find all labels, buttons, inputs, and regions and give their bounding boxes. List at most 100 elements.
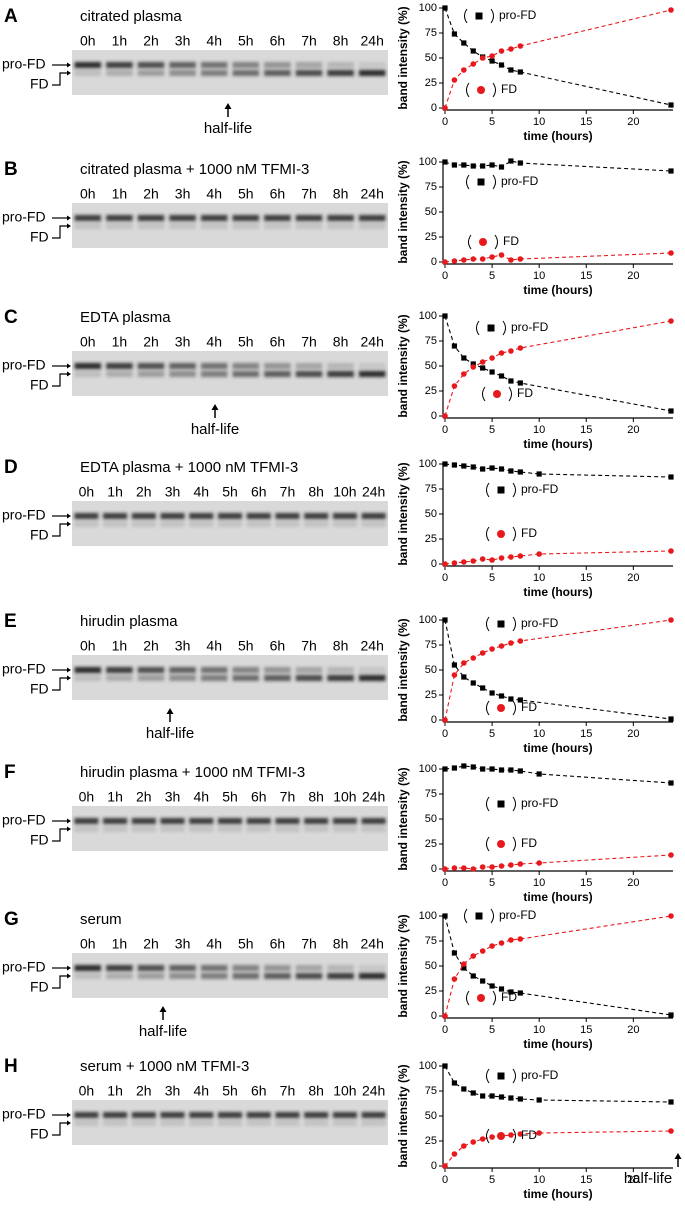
gel-band: [264, 70, 291, 76]
gel-band: [361, 1120, 386, 1126]
band-pointer: [52, 677, 68, 691]
band-label: FD: [30, 377, 49, 393]
legend-paren: [466, 82, 496, 98]
lane-label: 7h: [301, 33, 317, 49]
data-point: [451, 31, 458, 37]
data-point: [442, 717, 448, 723]
data-point: [489, 254, 495, 260]
data-point: [498, 986, 505, 992]
data-point: [498, 62, 505, 68]
y-tick-label: 0: [431, 558, 437, 570]
x-tick-label: 5: [489, 270, 495, 282]
gel-band: [327, 215, 354, 221]
y-tick-label: 25: [425, 985, 437, 997]
data-point: [442, 259, 448, 265]
y-tick-label: 25: [425, 689, 437, 701]
gel-band: [169, 675, 196, 681]
y-tick-label: 25: [425, 533, 437, 545]
data-point: [517, 69, 523, 75]
gel-band: [327, 371, 354, 377]
gel-band: [169, 973, 196, 979]
data-point: [489, 1093, 495, 1099]
data-point: [508, 1095, 514, 1101]
data-point: [451, 77, 458, 83]
arrow-head: [67, 1112, 71, 1126]
legend-label: FD: [501, 990, 517, 1004]
data-point: [480, 466, 486, 472]
gel-band: [137, 223, 165, 229]
lane-label: 1h: [112, 33, 128, 49]
lane-label: 2h: [143, 936, 159, 952]
data-point: [461, 355, 467, 361]
x-tick-label: 5: [489, 1024, 495, 1036]
legend-label: FD: [521, 700, 537, 714]
panel-letter: C: [4, 307, 18, 328]
data-point: [442, 866, 448, 872]
gel-band: [200, 70, 228, 76]
gel-band: [103, 513, 128, 519]
gel-band: [264, 62, 291, 68]
y-tick-label: 50: [425, 360, 437, 372]
legend-label: FD: [521, 836, 537, 850]
gel-band: [106, 667, 133, 673]
gel-band: [131, 826, 156, 832]
legend-label: pro-FD: [521, 482, 559, 496]
gel-band: [264, 215, 291, 221]
gel-band: [106, 371, 133, 377]
legend-label: FD: [521, 526, 537, 540]
series-line: [444, 7, 672, 106]
y-tick-label: 100: [419, 1060, 437, 1072]
gel-band: [74, 513, 99, 519]
gel-band: [137, 973, 165, 979]
gel-band: [74, 965, 102, 971]
band-label: pro-FD: [2, 661, 46, 677]
data-point: [442, 913, 448, 919]
lane-label: 1h: [112, 936, 128, 952]
band-pointer: [52, 828, 68, 842]
gel-band: [169, 363, 196, 369]
band-label: FD: [30, 681, 49, 697]
gel-band: [327, 965, 354, 971]
legend-label: pro-FD: [501, 174, 539, 188]
gel-band: [200, 62, 228, 68]
lane-label: 5h: [222, 1083, 238, 1099]
lane-label: 6h: [270, 186, 286, 202]
data-point: [442, 1013, 448, 1019]
gel-band: [275, 818, 300, 824]
y-tick-label: 0: [431, 863, 437, 875]
legend-paren: [486, 616, 516, 632]
gel-band: [295, 70, 323, 76]
gel-band: [358, 223, 386, 229]
gel-band: [74, 1120, 99, 1126]
data-point: [668, 474, 674, 480]
data-point: [479, 256, 486, 262]
data-point: [442, 561, 448, 567]
gel-band: [74, 826, 99, 832]
data-point: [517, 861, 524, 867]
x-tick-label: 10: [533, 1024, 545, 1036]
legend-marker: [475, 12, 483, 20]
gel-band: [246, 826, 271, 832]
gel-band: [304, 521, 329, 527]
gel-band: [295, 363, 323, 369]
gel-band: [200, 667, 228, 673]
gel-band: [358, 363, 386, 369]
lane-label: 4h: [206, 33, 222, 49]
gel-band: [200, 675, 228, 681]
x-tick-label: 5: [489, 1174, 495, 1186]
gel-band: [232, 363, 260, 369]
half-life-label: half-life: [191, 421, 239, 438]
data-point: [442, 313, 448, 319]
data-point: [498, 940, 505, 946]
data-point: [508, 862, 514, 868]
gel-band: [137, 215, 165, 221]
data-point: [461, 463, 467, 469]
lane-label: 24h: [361, 186, 384, 202]
arrow-head: [224, 103, 232, 109]
legend-marker: [497, 704, 505, 712]
data-point: [508, 696, 514, 702]
gel-band: [264, 371, 291, 377]
data-point: [668, 318, 674, 324]
lane-label: 1h: [112, 334, 128, 350]
gel-band: [332, 521, 357, 527]
